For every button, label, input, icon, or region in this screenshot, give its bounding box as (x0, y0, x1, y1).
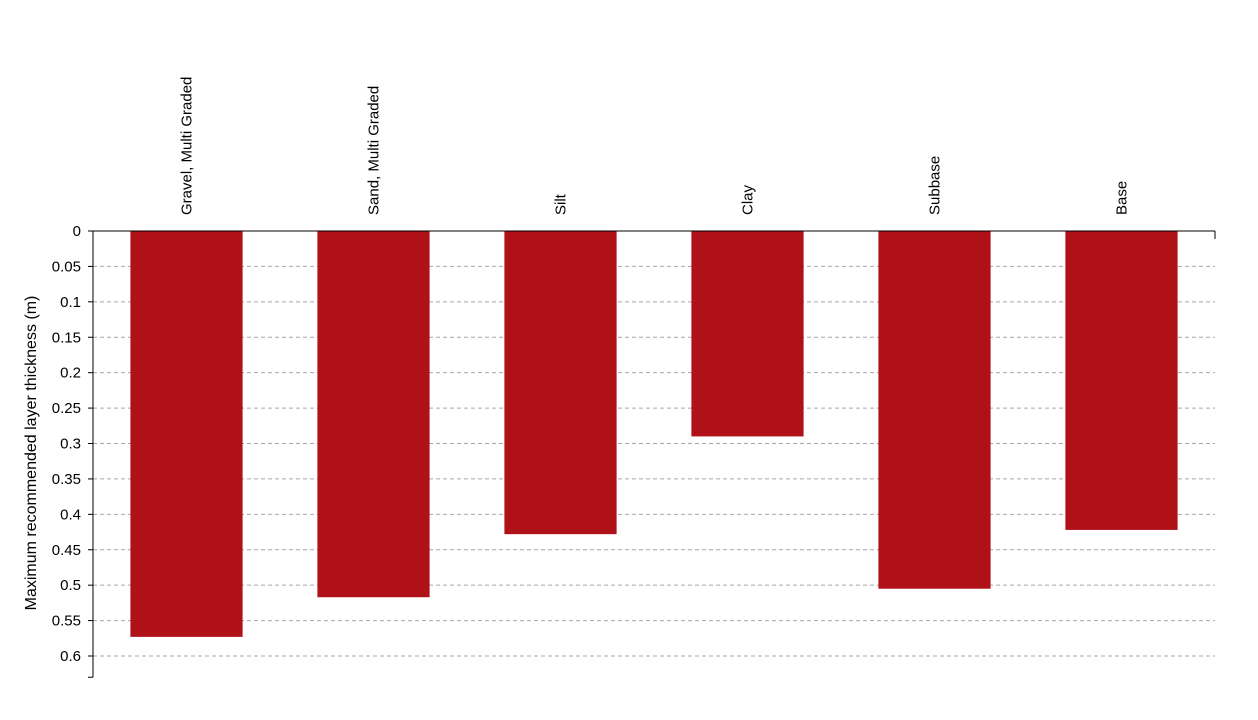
category-label: Subbase (927, 156, 944, 215)
category-labels: Gravel, Multi Graded Sand, Multi Graded Si… (179, 77, 1131, 215)
y-tick-label: 0.25 (52, 400, 81, 417)
y-tick-label: 0 (73, 223, 81, 240)
bar (878, 231, 991, 589)
category-label: Base (1114, 181, 1131, 215)
category-label: Clay (740, 184, 757, 215)
bars (130, 231, 1178, 637)
bar (130, 231, 243, 637)
y-tick-labels: 0 0.05 0.1 0.15 0.2 0.25 0.3 0.35 0.4 0.45 0.5 0.55… (52, 223, 81, 665)
category-label: Silt (553, 193, 570, 215)
bar (691, 231, 804, 437)
y-tick-label: 0.35 (52, 471, 81, 488)
y-tick-label: 0.5 (60, 577, 81, 594)
y-axis-title: Maximum recommended layer thickness (m) (23, 296, 40, 611)
y-tick-label: 0.1 (60, 294, 81, 311)
category-label: Sand, Multi Graded (366, 86, 383, 215)
y-tick-label: 0.2 (60, 365, 81, 382)
y-tick-label: 0.55 (52, 613, 81, 630)
y-tick-label: 0.15 (52, 329, 81, 346)
y-tick-label: 0.45 (52, 542, 81, 559)
y-tick-label: 0.05 (52, 258, 81, 275)
bar (504, 231, 617, 535)
y-tick-label: 0.6 (60, 648, 81, 665)
axes (88, 230, 1216, 678)
gridlines (93, 265, 1215, 657)
y-tick-label: 0.4 (60, 506, 81, 523)
y-tick-label: 0.3 (60, 436, 81, 453)
bar (317, 231, 430, 598)
category-label: Gravel, Multi Graded (179, 77, 196, 215)
bar (1065, 231, 1178, 530)
